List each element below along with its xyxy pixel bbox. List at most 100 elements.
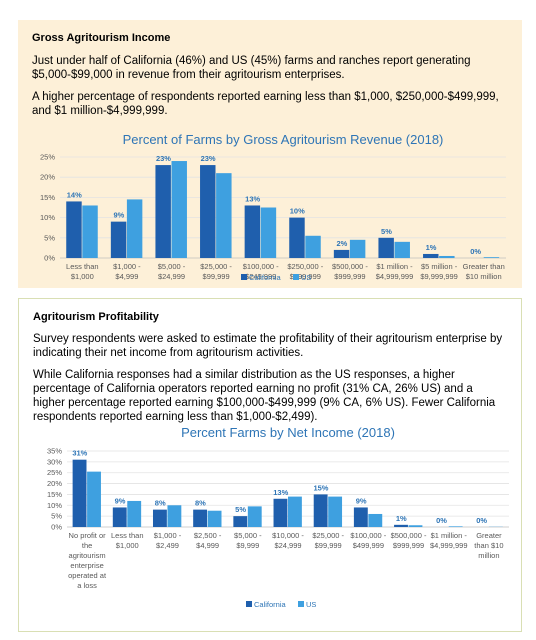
data-label: 5% [235,505,246,514]
data-label: 23% [156,154,171,163]
bar-us [207,510,222,527]
bar-california [244,205,261,258]
bar-california [155,165,171,258]
bar-california [152,509,167,527]
bar-us [368,513,383,527]
bar-us [305,235,321,258]
x-tick-label: Greater than $10 million [474,531,503,560]
bar-us [167,505,182,527]
bar-california [110,221,127,258]
bar-california [112,507,127,527]
x-tick-label: $2,500 -$4,999 [194,531,222,550]
bar-us [349,239,366,258]
bar-california [313,494,328,527]
bar-california [273,498,288,527]
bar-california [72,459,87,527]
chart-title: Percent of Farms by Gross Agritourism Re… [123,132,444,147]
data-label: 13% [273,488,288,497]
data-label: 15% [313,483,328,492]
paragraph: Survey respondents were asked to estimat… [33,333,503,359]
bar-us [483,257,500,258]
x-tick-label: No profit or the agritourism enterprise oper… [68,531,107,590]
bar-us [260,207,277,258]
bar-california [233,516,248,527]
y-tick-label: 30% [47,457,62,466]
y-tick-label: 10% [47,501,62,510]
bar-california [66,201,82,258]
x-tick-label: Less than $1,000 [111,531,144,550]
x-tick-label: $1 million -$4,999,999 [430,531,468,550]
bar-california [193,509,208,527]
y-tick-label: 5% [44,233,55,242]
data-label: 8% [155,499,166,508]
x-tick-label: $5 million -$9,999,999 [420,262,458,281]
y-tick-label: 15% [40,193,55,202]
legend-label: California [254,600,287,609]
data-label: 8% [195,499,206,508]
data-label: 1% [426,243,437,252]
legend-swatch [246,601,252,607]
paragraph: While California responses had a similar… [33,369,496,423]
y-tick-label: 0% [51,523,62,532]
x-tick-label: $25,000 -$99,999 [312,531,344,550]
bar-us [82,205,98,258]
net-income-chart: Percent Farms by Net Income (2018) 0% 5% 10… [47,425,509,609]
x-tick-label: $100,000 -$249,999 [243,262,279,281]
bar-california [289,217,305,258]
data-label: 0% [470,247,481,256]
data-label: 10% [290,207,305,216]
profitability-panel: Agritourism Profitability Survey respond… [18,298,522,632]
legend-label: US [301,273,311,282]
data-label: 23% [201,154,216,163]
x-tick-label: $1,000 -$4,999 [113,262,141,281]
y-tick-label: 20% [40,173,55,182]
legend-swatch [293,274,299,280]
paragraph: A higher percentage of respondents repor… [32,91,499,117]
data-label: 0% [476,516,487,525]
x-tick-label: $10,000 -$24,999 [272,531,304,550]
data-label: 9% [356,496,367,505]
x-tick-label: $250,000 -$499,999 [287,262,323,281]
x-tick-label: $25,000 -$99,999 [200,262,232,281]
legend-label: California [249,273,282,282]
bar-california [423,253,439,258]
bar-california [200,165,216,258]
x-tick-label: $500,000 -$999,999 [391,531,427,550]
data-label: 1% [396,514,407,523]
bar-us [171,161,187,258]
data-label: 0% [436,516,447,525]
legend-swatch [298,601,304,607]
data-label: 2% [336,239,347,248]
legend-label: US [306,600,316,609]
gross-revenue-chart: Percent of Farms by Gross Agritourism Re… [40,132,506,282]
x-tick-label: $500,000 -$999,999 [332,262,368,281]
x-tick-label: $100,000 -$499,999 [350,531,386,550]
bar-us [247,506,262,527]
bar-us [394,241,410,258]
data-label: 31% [72,449,87,458]
bar-us [127,500,142,527]
bar-california [333,249,350,258]
bar-us [216,173,232,258]
x-tick-label: $5,000 -$9,999 [234,531,262,550]
y-tick-label: 10% [40,213,55,222]
section-title: Agritourism Profitability [33,311,159,323]
bar-us [288,496,302,527]
bar-us [126,199,143,258]
bar-california [394,524,408,527]
data-label: 9% [113,211,124,220]
section-title: Gross Agritourism Income [32,32,171,44]
y-tick-label: 0% [44,254,55,263]
paragraph: Just under half of California (46%) and … [32,55,471,81]
y-tick-label: 20% [47,479,62,488]
x-tick-label: Less than $1,000 [66,262,99,281]
x-tick-label: $1 million -$4,999,999 [376,262,414,281]
bar-us [439,255,455,258]
y-tick-label: 25% [47,468,62,477]
x-tick-label: $1,000 -$2,499 [154,531,182,550]
y-tick-label: 5% [51,512,62,521]
data-label: 14% [67,190,82,199]
data-label: 5% [381,227,392,236]
legend-swatch [241,274,247,280]
bar-us [328,496,343,527]
